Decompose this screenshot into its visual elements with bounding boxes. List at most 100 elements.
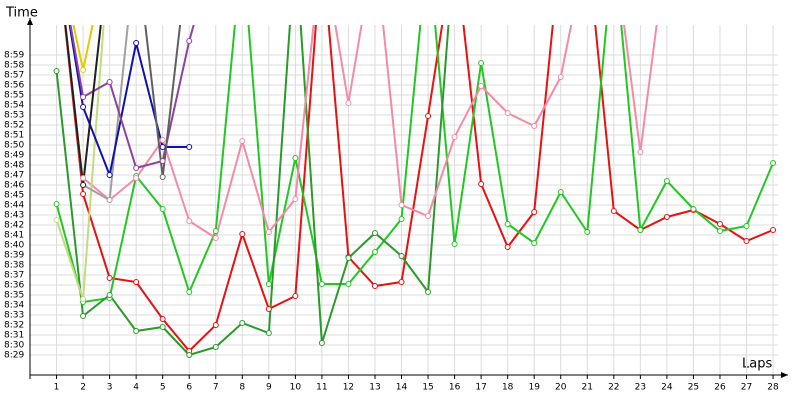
data-point	[133, 279, 140, 285]
x-tick-label: 20	[555, 383, 567, 393]
data-point	[584, 229, 591, 235]
y-tick-label: 8:56	[4, 81, 24, 91]
x-tick-label: 15	[422, 383, 433, 393]
data-point	[133, 175, 140, 181]
data-point	[212, 344, 219, 350]
data-point	[425, 113, 432, 119]
x-axis-arrow	[781, 372, 788, 378]
x-tick-label: 23	[635, 383, 646, 393]
y-tick-label: 8:59	[4, 51, 24, 61]
data-point	[292, 155, 299, 161]
y-tick-label: 8:57	[4, 71, 24, 81]
data-point	[133, 328, 140, 334]
x-tick-label: 5	[160, 383, 166, 393]
x-tick-label: 17	[475, 383, 486, 393]
y-tick-label: 8:42	[4, 221, 24, 231]
data-point	[239, 231, 246, 237]
data-point	[345, 281, 352, 287]
x-tick-label: 16	[449, 383, 461, 393]
data-point	[159, 137, 166, 143]
data-point	[80, 104, 87, 110]
x-tick-label: 18	[502, 383, 514, 393]
y-tick-label: 8:33	[4, 311, 24, 321]
data-point	[80, 175, 87, 181]
y-tick-label: 8:45	[4, 191, 24, 201]
x-tick-label: 14	[396, 383, 408, 393]
y-tick-label: 8:36	[4, 281, 24, 291]
data-point	[80, 67, 87, 73]
y-tick-label: 8:52	[4, 121, 24, 131]
data-point	[239, 138, 246, 144]
y-tick-label: 8:58	[4, 61, 24, 71]
data-point	[80, 182, 87, 188]
y-tick-label: 8:44	[4, 201, 24, 211]
data-point	[716, 228, 723, 234]
data-point	[770, 227, 777, 233]
data-point	[531, 240, 538, 246]
data-point	[80, 296, 87, 302]
data-point	[186, 38, 193, 44]
data-point	[743, 223, 750, 229]
x-tick-label: 12	[343, 383, 354, 393]
x-tick-label: 11	[316, 383, 327, 393]
data-point	[186, 218, 193, 224]
y-tick-label: 8:38	[4, 261, 24, 271]
data-point	[531, 123, 538, 129]
data-point	[53, 68, 60, 74]
data-point	[159, 316, 166, 322]
data-point	[557, 74, 564, 80]
data-point	[159, 174, 166, 180]
data-point	[371, 230, 378, 236]
y-tick-label: 8:47	[4, 171, 24, 181]
y-axis-label: Time	[5, 6, 38, 21]
data-point	[451, 241, 458, 247]
y-tick-label: 8:50	[4, 141, 24, 151]
data-point	[504, 244, 511, 250]
x-tick-label: 27	[741, 383, 752, 393]
data-point	[292, 293, 299, 299]
data-point	[663, 214, 670, 220]
y-tick-label: 8:46	[4, 181, 24, 191]
data-point	[637, 227, 644, 233]
data-point	[770, 160, 777, 166]
data-point	[398, 216, 405, 222]
y-tick-label: 8:35	[4, 291, 24, 301]
data-point	[53, 201, 60, 207]
data-point	[80, 313, 87, 319]
y-tick-label: 8:51	[4, 131, 24, 141]
series-line	[82, 25, 658, 240]
data-point	[212, 228, 219, 234]
y-axis-arrow	[27, 18, 33, 25]
data-point	[186, 352, 193, 358]
y-tick-label: 8:39	[4, 251, 24, 261]
x-tick-label: 1	[54, 383, 60, 393]
data-point	[106, 275, 113, 281]
y-tick-label: 8:55	[4, 91, 24, 101]
x-tick-label: 9	[266, 383, 272, 393]
y-tick-label: 8:29	[4, 351, 24, 361]
plot-area	[53, 25, 777, 358]
data-point	[106, 172, 113, 178]
y-tick-label: 8:30	[4, 341, 24, 351]
data-point	[663, 178, 670, 184]
data-point	[398, 202, 405, 208]
data-point	[531, 209, 538, 215]
y-tick-label: 8:32	[4, 321, 24, 331]
data-point	[212, 322, 219, 328]
data-point	[716, 221, 723, 227]
data-point	[371, 249, 378, 255]
data-point	[478, 83, 485, 89]
data-point	[265, 330, 272, 336]
data-point	[371, 283, 378, 289]
data-point	[610, 208, 617, 214]
y-tick-label: 8:49	[4, 151, 24, 161]
data-point	[106, 197, 113, 203]
data-point	[80, 94, 87, 100]
x-tick-label: 6	[186, 383, 192, 393]
series-line	[55, 25, 450, 357]
data-point	[292, 196, 299, 202]
data-point	[743, 238, 750, 244]
data-point	[186, 144, 193, 150]
x-tick-label: 21	[582, 383, 593, 393]
